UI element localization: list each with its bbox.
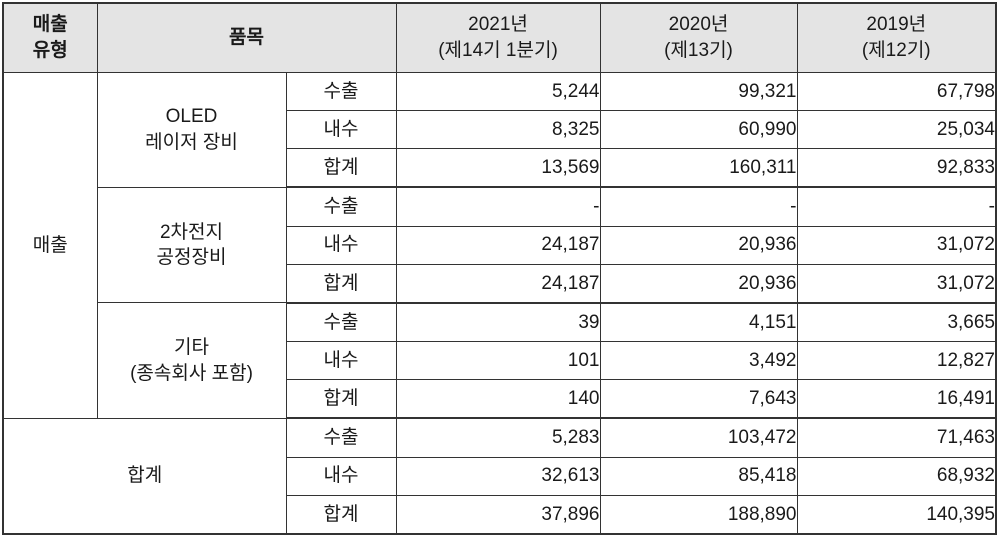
item-cell-other: 기타 (종속회사 포함) (96, 302, 287, 419)
table-row: 매출 OLED 레이저 장비 수출 5,244 99,321 67,798 (2, 71, 997, 419)
value-cell-2020: 188,890 (599, 494, 798, 535)
channel-label-cell: 수출 (285, 71, 397, 112)
value-cell-2021: 24,187 (395, 263, 601, 304)
value-cell-2019: 31,072 (796, 263, 997, 304)
value-cell-2020: 4,151 (599, 302, 798, 343)
value-cell-2020: 3,492 (599, 341, 798, 381)
value-cell-2019: 31,072 (796, 225, 997, 265)
value-cell-2019: 140,395 (796, 494, 997, 535)
value-cell-2020: - (599, 186, 798, 227)
value-cell-2021: 37,896 (395, 494, 601, 535)
value-cell-2020: 60,990 (599, 110, 798, 150)
value-cell-2021: 32,613 (395, 456, 601, 496)
value-cell-2021: 24,187 (395, 225, 601, 265)
value-cell-2019: 3,665 (796, 302, 997, 343)
header-year-2021: 2021년 (제14기 1분기) (395, 2, 601, 73)
value-cell-2020: 20,936 (599, 263, 798, 304)
channel-label-cell: 수출 (285, 302, 397, 343)
value-cell-2020: 20,936 (599, 225, 798, 265)
table-row: 내수 24,187 20,936 31,072 (3, 225, 997, 265)
channel-label-cell: 수출 (285, 417, 397, 458)
value-cell-2021: 39 (395, 302, 601, 343)
value-cell-2021: 5,244 (395, 71, 601, 112)
table-row: 합계 수출 5,283 103,472 71,463 (2, 417, 997, 535)
header-year-2020: 2020년 (제13기) (599, 2, 798, 73)
table-row: 내수 101 3,492 12,827 (3, 341, 997, 381)
value-cell-2020: 103,472 (599, 417, 798, 458)
value-cell-2019: 67,798 (796, 71, 997, 112)
value-cell-2019: 16,491 (796, 379, 997, 420)
table-row: 2차전지 공정장비 수출 - - - (3, 186, 997, 304)
table-row: 합계 13,569 160,311 92,833 (3, 148, 997, 189)
grand-total-label-cell: 합계 (2, 417, 287, 535)
channel-label-cell: 내수 (285, 110, 397, 150)
table-row: 합계 140 7,643 16,491 (3, 379, 997, 420)
header-row: 매출 유형 품목 2021년 (제14기 1분기) 2020년 (제13기) 2… (2, 2, 997, 73)
item-cell-oled-laser: OLED 레이저 장비 (96, 72, 287, 188)
header-year-2019: 2019년 (제12기) (796, 2, 997, 73)
value-cell-2021: - (395, 186, 601, 227)
table-row: 합계 37,896 188,890 140,395 (3, 494, 997, 535)
item-cell-battery-equipment: 2차전지 공정장비 (96, 186, 287, 304)
table-row: 기타 (종속회사 포함) 수출 39 4,151 3,665 (3, 302, 997, 419)
value-cell-2019: 12,827 (796, 341, 997, 381)
channel-label-cell: 합계 (285, 494, 397, 535)
value-cell-2019: 71,463 (796, 417, 997, 458)
value-cell-2019: - (796, 186, 997, 227)
channel-label-cell: 내수 (285, 225, 397, 265)
channel-label-cell: 합계 (285, 263, 397, 304)
value-cell-2020: 160,311 (599, 148, 798, 189)
value-cell-2020: 85,418 (599, 456, 798, 496)
channel-label-cell: 합계 (285, 379, 397, 420)
table-row: 내수 8,325 60,990 25,034 (3, 110, 997, 150)
header-item: 품목 (96, 2, 397, 73)
value-cell-2021: 5,283 (395, 417, 601, 458)
value-cell-2020: 99,321 (599, 71, 798, 112)
value-cell-2021: 140 (395, 379, 601, 420)
table-row: 내수 32,613 85,418 68,932 (3, 456, 997, 496)
value-cell-2020: 7,643 (599, 379, 798, 420)
value-cell-2019: 68,932 (796, 456, 997, 496)
channel-label-cell: 내수 (285, 456, 397, 496)
value-cell-2021: 101 (395, 341, 601, 381)
value-cell-2021: 13,569 (395, 148, 601, 189)
value-cell-2021: 8,325 (395, 110, 601, 150)
sales-type-cell: 매출 (2, 72, 98, 419)
value-cell-2019: 92,833 (796, 148, 997, 189)
header-sales-type: 매출 유형 (2, 2, 98, 73)
value-cell-2019: 25,034 (796, 110, 997, 150)
channel-label-cell: 수출 (285, 186, 397, 227)
channel-label-cell: 내수 (285, 341, 397, 381)
channel-label-cell: 합계 (285, 148, 397, 189)
table-row: 합계 24,187 20,936 31,072 (3, 263, 997, 304)
